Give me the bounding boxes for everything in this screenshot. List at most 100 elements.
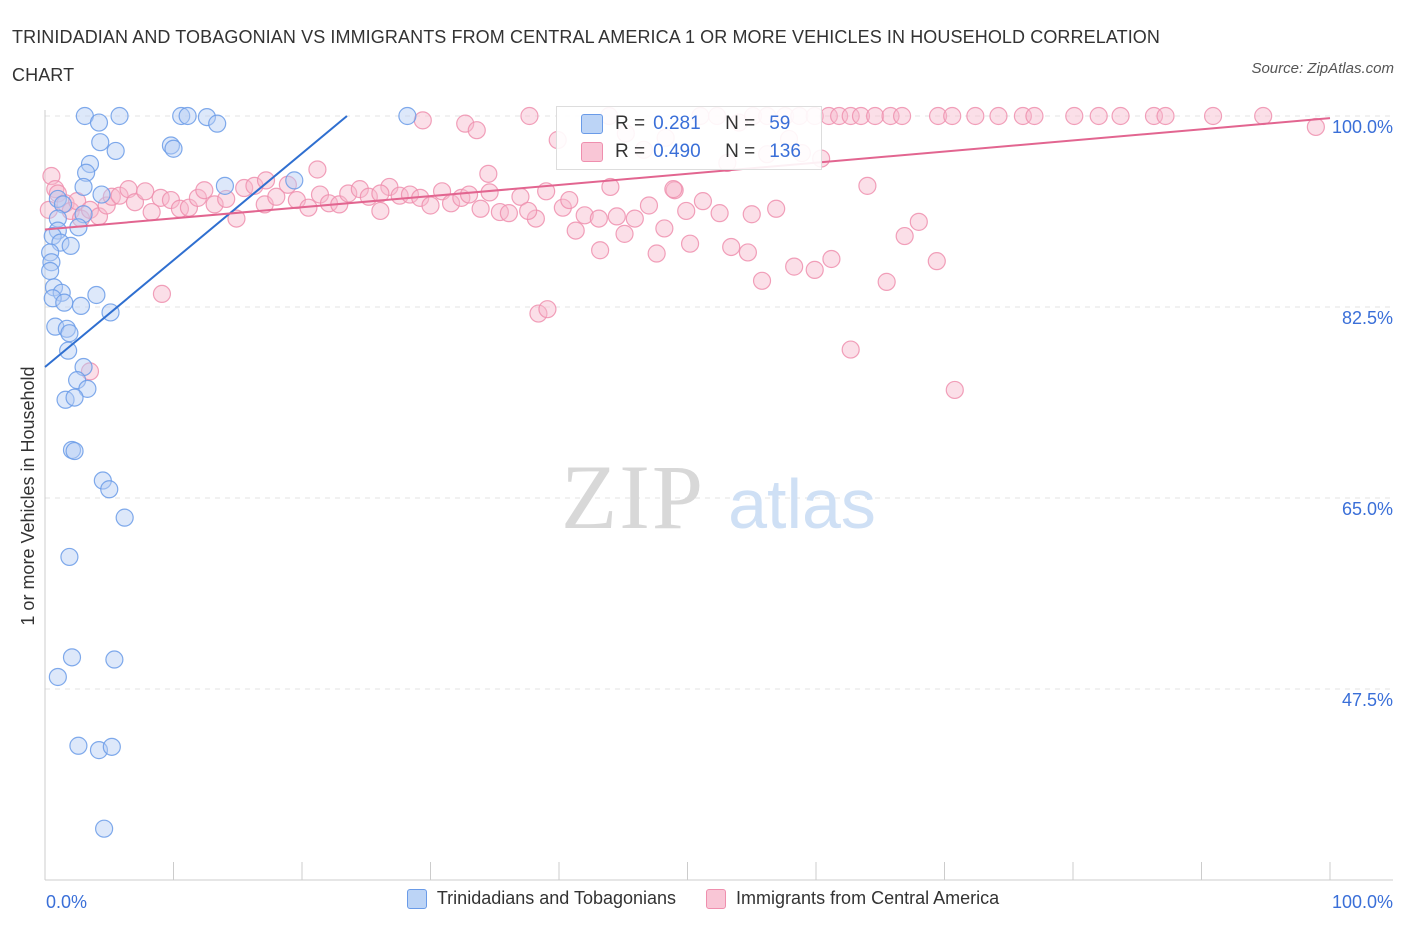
blue-trend-line <box>44 115 348 368</box>
pink-point-88 <box>538 300 557 319</box>
pink-point-117 <box>866 106 885 126</box>
pink-point-140 <box>479 164 498 183</box>
pink-point-54 <box>526 209 545 228</box>
pink-point-81 <box>927 252 946 271</box>
blue-point-5 <box>398 106 417 126</box>
pink-point-123 <box>989 106 1008 126</box>
pink-point-67 <box>693 192 713 211</box>
blue-point-40 <box>59 341 78 360</box>
pink-point-90 <box>591 241 610 260</box>
blue-point-26 <box>61 236 80 255</box>
n-label: N = <box>725 141 756 162</box>
pink-point-133 <box>1306 117 1325 137</box>
pink-point-80 <box>909 212 928 231</box>
blue-point-18 <box>48 189 67 209</box>
watermark-zip: ZIP <box>561 446 705 548</box>
n-label: N = <box>725 113 756 134</box>
pink-point-135 <box>413 111 432 130</box>
pink-point-77 <box>858 176 877 195</box>
pink-point-121 <box>943 106 962 126</box>
blue-point-50 <box>115 508 134 527</box>
pink-point-136 <box>456 114 475 133</box>
pink-point-22 <box>195 181 214 200</box>
pink-point-62 <box>625 209 644 228</box>
pink-point-139 <box>371 184 390 203</box>
blue-point-1 <box>110 106 129 126</box>
blue-point-49 <box>100 480 119 499</box>
pink-point-21 <box>188 188 208 207</box>
pink-point-69 <box>722 237 741 257</box>
stat-swatch-pink <box>581 142 603 162</box>
pink-point-134 <box>520 106 539 126</box>
pink-point-116 <box>851 106 871 126</box>
grid-lines <box>45 115 1393 690</box>
blue-point-45 <box>65 388 84 407</box>
chart-title: TRINIDADIAN AND TOBAGONIAN VS IMMIGRANTS… <box>12 27 1161 85</box>
pink-point-91 <box>607 207 626 226</box>
n-value-blue: 59 <box>769 113 791 134</box>
pink-point-70 <box>738 243 757 262</box>
stat-row-pink: R = 0.490 N = 136 <box>581 141 801 163</box>
r-label: R = <box>615 113 646 134</box>
x-tick-label-min: 0.0% <box>46 892 87 912</box>
blue-point-39 <box>60 324 79 343</box>
legend: Trinidadians and Tobagonians Immigrants … <box>0 888 1406 909</box>
r-value-blue: 0.281 <box>653 113 701 134</box>
stat-row-blue: R = 0.281 N = 59 <box>581 113 790 135</box>
watermark-atlas: atlas <box>728 465 876 543</box>
pink-series-points <box>39 106 1325 400</box>
pink-point-92 <box>647 244 666 263</box>
pink-point-61 <box>615 224 634 243</box>
y-tick-label-0: 47.5% <box>1342 690 1393 710</box>
pink-point-10 <box>97 196 116 215</box>
pink-point-48 <box>459 185 479 204</box>
pink-point-86 <box>519 201 538 221</box>
blue-point-3 <box>178 106 197 126</box>
pink-point-57 <box>566 221 585 240</box>
pink-trend-line <box>44 117 1331 231</box>
blue-point-55 <box>69 736 88 755</box>
pink-point-130 <box>1156 106 1175 126</box>
pink-point-68 <box>710 204 729 223</box>
axes <box>44 110 1393 881</box>
blue-point-19 <box>53 195 73 214</box>
legend-item-central-america[interactable]: Immigrants from Central America <box>706 888 999 909</box>
y-tick-labels: 47.5% 65.0% 82.5% 100.0% <box>1332 117 1393 710</box>
blue-point-33 <box>87 285 106 305</box>
pink-point-36 <box>339 184 358 203</box>
pink-point-52 <box>499 204 518 223</box>
pink-point-79 <box>895 226 914 246</box>
pink-point-115 <box>841 106 860 126</box>
blue-point-17 <box>285 171 304 190</box>
pink-point-89 <box>560 190 579 210</box>
blue-point-41 <box>74 357 93 377</box>
blue-point-8 <box>91 133 110 152</box>
blue-point-57 <box>102 737 121 756</box>
pink-point-74 <box>805 260 824 279</box>
pink-point-127 <box>1089 106 1108 126</box>
blue-point-32 <box>43 289 62 308</box>
blue-point-11 <box>106 141 125 161</box>
blue-point-15 <box>92 185 111 204</box>
legend-swatch-blue <box>406 888 427 909</box>
pink-point-128 <box>1111 106 1130 126</box>
pink-point-66 <box>680 234 700 253</box>
blue-point-2 <box>172 106 191 126</box>
legend-label-central-america: Immigrants from Central America <box>736 888 1000 908</box>
pink-point-72 <box>767 199 786 218</box>
blue-point-34 <box>55 293 74 312</box>
legend-swatch-pink <box>706 888 727 909</box>
pink-point-58 <box>575 206 594 225</box>
blue-point-27 <box>41 243 60 262</box>
pink-point-119 <box>892 106 912 126</box>
blue-point-29 <box>41 261 60 281</box>
pink-point-94 <box>677 201 696 221</box>
pink-point-3 <box>48 184 67 203</box>
pink-point-137 <box>467 121 486 140</box>
pink-point-75 <box>822 249 841 269</box>
pink-point-120 <box>928 106 948 126</box>
legend-item-trinidadians[interactable]: Trinidadians and Tobagonians <box>406 888 676 909</box>
pink-point-131 <box>1203 106 1223 126</box>
blue-point-12 <box>80 154 100 174</box>
